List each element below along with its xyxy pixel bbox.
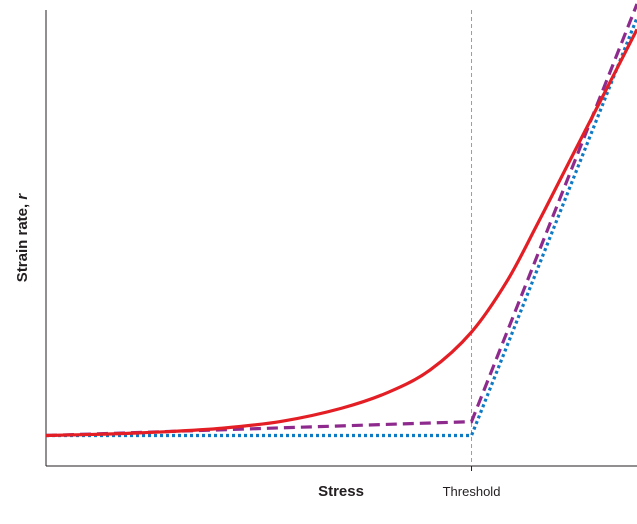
y-axis-title-text: Strain rate,	[14, 200, 31, 283]
axes	[45, 10, 637, 467]
y-axis-title-symbol: r	[14, 193, 31, 200]
y-axis-title: Strain rate, r	[14, 193, 31, 283]
series-solid-line	[45, 28, 637, 438]
x-tick-label-threshold: Threshold	[443, 484, 501, 499]
series-layer	[45, 3, 637, 438]
series-dashed-line	[45, 3, 637, 438]
x-axis-title: Stress	[318, 483, 364, 500]
